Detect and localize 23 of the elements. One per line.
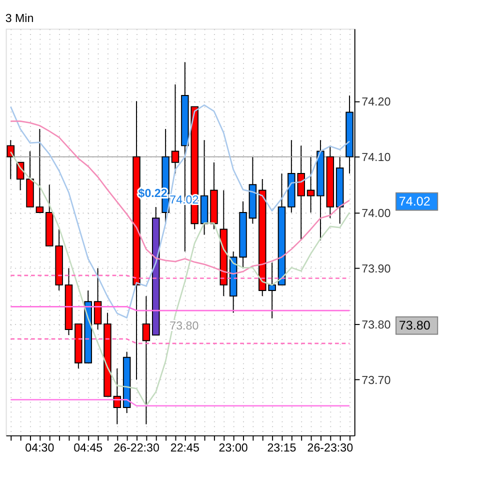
text: 74.02 (398, 194, 430, 208)
line-series (10, 120, 350, 274)
x-tick-label: 04:45 (74, 441, 103, 454)
y-tick-label: 73.90 (362, 262, 391, 276)
candlestick (6, 140, 15, 180)
x-tick-label: 04:30 (25, 441, 54, 454)
x-tick-label: 26-22:30 (114, 441, 160, 454)
chart-title: 3 Min (5, 12, 34, 25)
y-tick-label: 73.80 (362, 318, 391, 332)
x-tick-label: 26-23:30 (307, 441, 354, 454)
x-tick-label: 23:00 (218, 441, 248, 454)
x-tick-label: 23:15 (267, 441, 296, 454)
y-tick-label: 74.00 (362, 206, 391, 220)
x-tick-label: 22:45 (170, 441, 200, 454)
candlestick (142, 296, 150, 425)
y-tick-label: 74.10 (362, 151, 391, 164)
y-tick-label: 74.20 (362, 95, 391, 108)
candlestick (36, 128, 44, 214)
line-series (10, 104, 350, 318)
candlestick (94, 268, 102, 330)
y-tick-label: 73.70 (362, 374, 391, 387)
candlestick (306, 156, 315, 214)
text: 73.80 (398, 318, 430, 332)
